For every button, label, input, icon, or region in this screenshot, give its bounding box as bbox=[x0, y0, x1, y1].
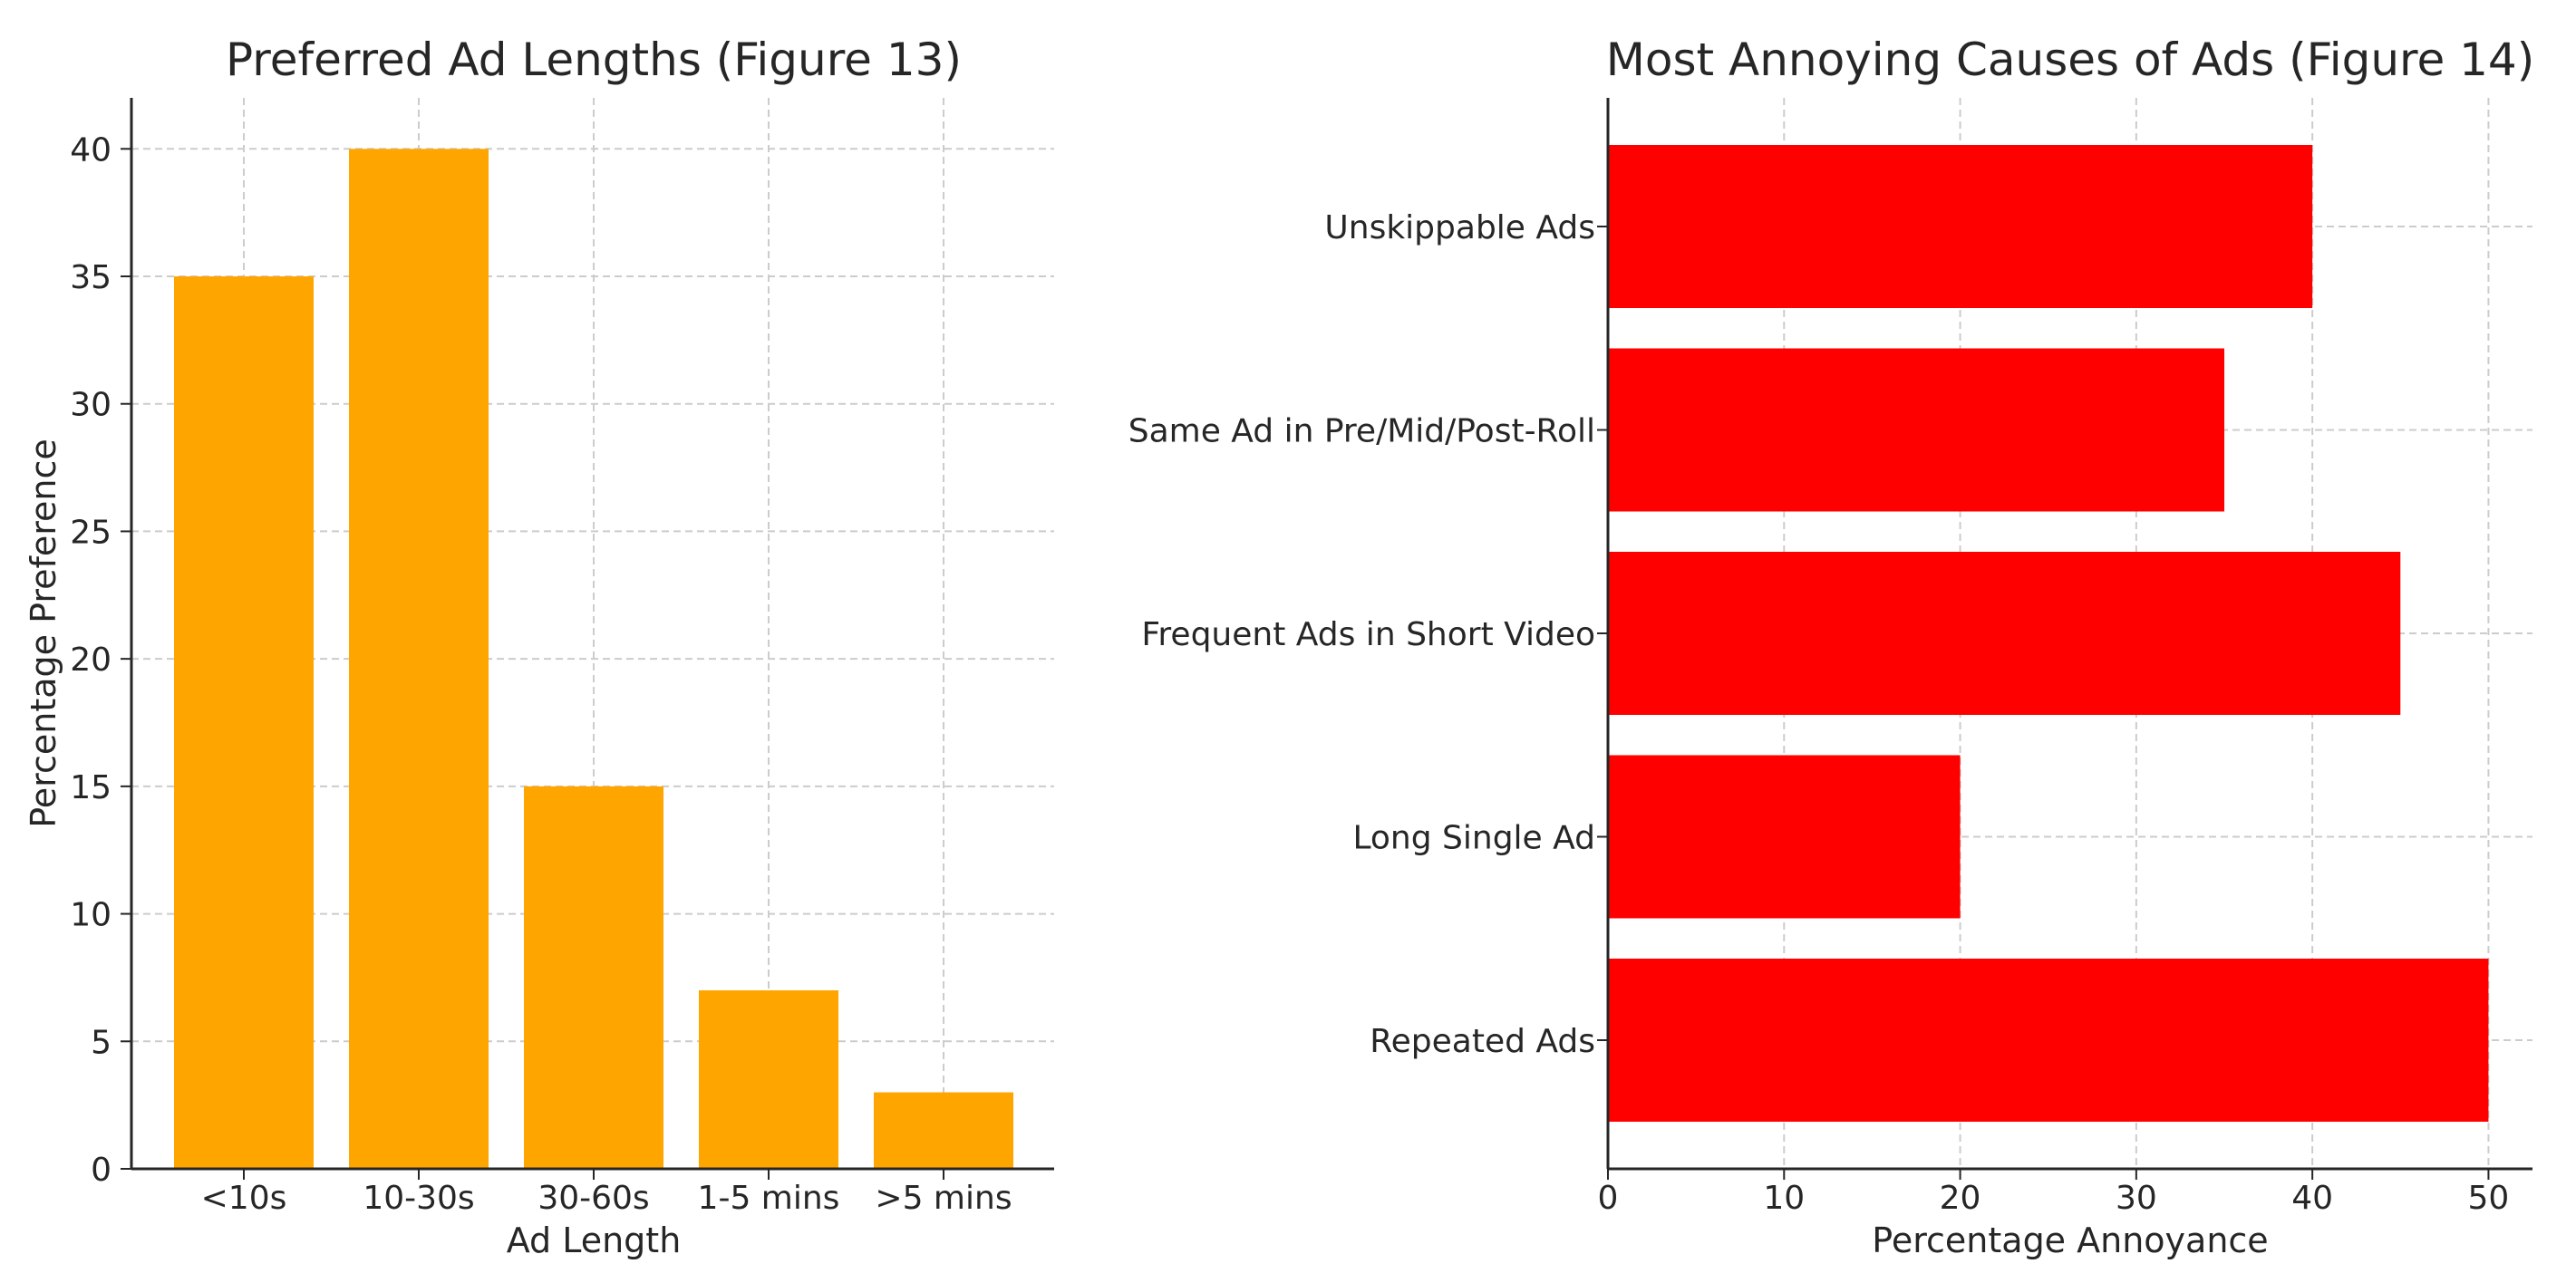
ad-length-bar bbox=[174, 276, 314, 1169]
annoyance-y-tick-label: Repeated Ads bbox=[1370, 1023, 1595, 1060]
ad-length-bar bbox=[349, 149, 489, 1169]
ad-length-y-tick-label: 10 bbox=[70, 897, 111, 934]
ad-length-chart-title: Preferred Ad Lengths (Figure 13) bbox=[226, 34, 962, 86]
annoyance-y-tick-label: Same Ad in Pre/Mid/Post-Roll bbox=[1128, 413, 1595, 450]
ad-length-x-axis-label: Ad Length bbox=[507, 1220, 682, 1260]
ad-length-y-tick-label: 15 bbox=[70, 769, 111, 806]
ad-length-y-tick-label: 40 bbox=[70, 131, 111, 169]
annoyance-x-tick-label: 0 bbox=[1598, 1180, 1619, 1217]
ad-length-x-tick-label: <10s bbox=[201, 1180, 287, 1217]
ad-length-y-tick-label: 0 bbox=[91, 1152, 111, 1189]
annoyance-bars bbox=[1608, 145, 2489, 1122]
ad-length-y-tick-label: 35 bbox=[70, 259, 111, 296]
annoyance-y-tick-label: Frequent Ads in Short Video bbox=[1141, 616, 1595, 653]
annoyance-x-axis-label: Percentage Annoyance bbox=[1872, 1220, 2268, 1260]
annoyance-y-tick-label: Long Single Ad bbox=[1352, 820, 1595, 857]
annoyance-bar bbox=[1608, 959, 2489, 1122]
ad-length-x-tick-label: >5 mins bbox=[875, 1180, 1012, 1217]
ad-length-bar bbox=[699, 990, 838, 1169]
annoyance-x-tick-label: 10 bbox=[1763, 1180, 1805, 1217]
annoyance-x-tick-label: 20 bbox=[1940, 1180, 1981, 1217]
ad-length-chart: 0 5 10 15 20 25 30 35 40 <10s 10-30s 30-60s 1-5 mins… bbox=[24, 34, 1054, 1260]
annoyance-x-tick-label: 30 bbox=[2116, 1180, 2157, 1217]
annoyance-bar bbox=[1608, 552, 2401, 715]
annoyance-chart-title: Most Annoying Causes of Ads (Figure 14) bbox=[1606, 34, 2535, 86]
annoyance-chart: 0 10 20 30 40 50 Repeated Ads Long Single Ad Fre… bbox=[1128, 34, 2535, 1260]
ad-length-y-tick-label: 5 bbox=[91, 1024, 111, 1061]
annoyance-bar bbox=[1608, 145, 2313, 308]
ad-length-x-tick-label: 30-60s bbox=[537, 1180, 649, 1217]
ad-length-ticks: 0 5 10 15 20 25 30 35 40 <10s 10-30s 30-60s 1-5 mins… bbox=[70, 131, 1012, 1217]
ad-length-y-tick-label: 25 bbox=[70, 514, 111, 551]
ad-length-bar bbox=[524, 786, 663, 1169]
ad-length-x-tick-label: 10-30s bbox=[363, 1180, 474, 1217]
annoyance-bar bbox=[1608, 348, 2224, 512]
ad-length-y-tick-label: 30 bbox=[70, 387, 111, 424]
ad-length-x-tick-label: 1-5 mins bbox=[698, 1180, 840, 1217]
annoyance-x-tick-label: 50 bbox=[2468, 1180, 2510, 1217]
annoyance-ticks: 0 10 20 30 40 50 Repeated Ads Long Single Ad Fre… bbox=[1128, 209, 2510, 1217]
annoyance-y-tick-label: Unskippable Ads bbox=[1324, 209, 1595, 246]
annoyance-x-tick-label: 40 bbox=[2291, 1180, 2333, 1217]
ad-length-bar bbox=[874, 1092, 1013, 1169]
ad-length-y-axis-label: Percentage Preference bbox=[24, 439, 63, 828]
annoyance-bar bbox=[1608, 755, 1961, 919]
ad-length-bars bbox=[174, 149, 1013, 1169]
ad-length-y-tick-label: 20 bbox=[70, 642, 111, 679]
